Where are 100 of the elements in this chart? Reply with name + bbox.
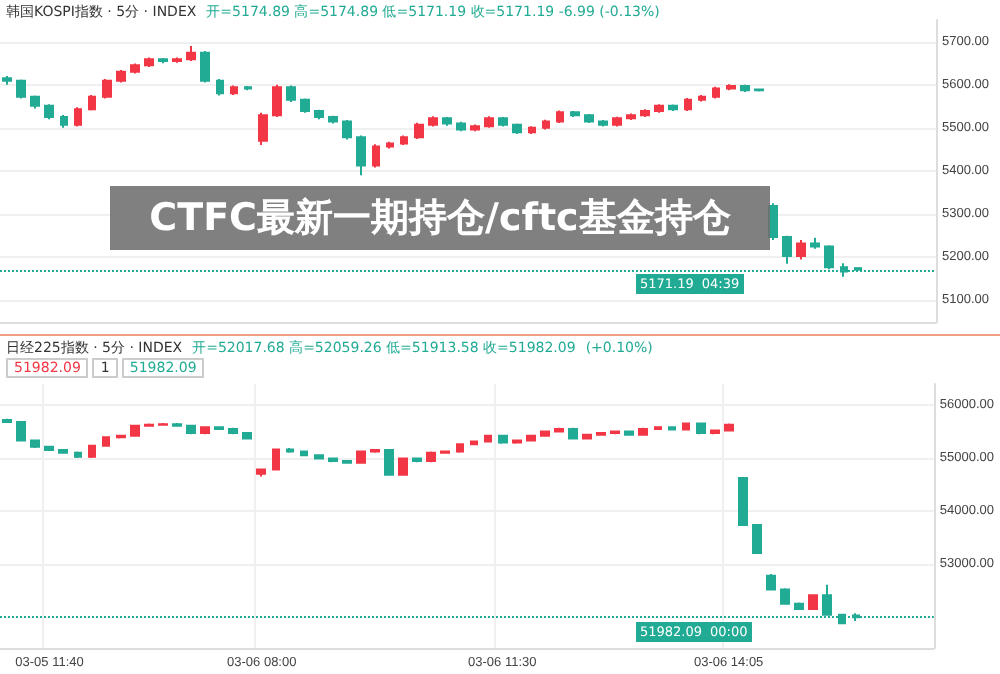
candlestick — [88, 443, 96, 459]
candlestick — [258, 111, 268, 147]
candlestick — [638, 426, 648, 437]
candlestick — [314, 108, 324, 121]
candlestick — [144, 422, 154, 428]
candlestick — [216, 78, 224, 97]
candlestick — [356, 134, 366, 177]
candlestick — [44, 444, 54, 453]
candlestick — [740, 83, 750, 94]
candlestick — [400, 134, 408, 147]
candlestick — [200, 425, 210, 436]
candlestick — [668, 425, 676, 432]
candlestick — [698, 94, 706, 103]
candlestick — [754, 87, 764, 93]
candlestick — [570, 110, 580, 119]
candlestick — [684, 97, 692, 113]
candlestick — [612, 115, 622, 128]
candlestick — [470, 439, 478, 447]
candlestick — [300, 449, 308, 458]
candlestick — [766, 573, 776, 592]
candlestick — [130, 423, 140, 438]
candlestick — [398, 456, 408, 477]
candlestick — [342, 459, 352, 465]
candlestick — [230, 84, 238, 97]
candlestick — [556, 109, 564, 125]
candlestick — [412, 456, 422, 464]
candlestick — [598, 119, 608, 128]
candlestick — [356, 449, 366, 465]
candlestick — [256, 467, 266, 478]
candlestick — [286, 446, 294, 454]
candlestick — [442, 116, 452, 127]
candlestick — [342, 119, 352, 141]
candlestick — [624, 429, 634, 437]
candlestick — [172, 422, 182, 428]
candlestick — [484, 115, 494, 129]
candlestick — [440, 449, 450, 455]
candlestick — [428, 115, 438, 128]
candlestick — [58, 447, 68, 455]
candlestick — [2, 75, 12, 86]
candlestick — [568, 426, 578, 441]
candlestick — [654, 103, 664, 114]
candlestick — [102, 78, 112, 100]
candlestick — [186, 44, 196, 62]
candlestick — [498, 116, 508, 128]
candlestick — [272, 447, 280, 472]
candlestick — [102, 435, 110, 448]
candlestick — [726, 83, 736, 92]
candlestick — [144, 56, 154, 69]
candlestick — [74, 450, 82, 459]
candlestick — [712, 85, 720, 100]
candlestick — [554, 426, 564, 434]
candlestick — [810, 236, 820, 250]
candlestick — [456, 120, 466, 133]
candlestick — [512, 438, 522, 445]
candlestick — [596, 431, 606, 437]
candlestick — [668, 103, 678, 113]
candlestick — [414, 121, 424, 141]
candlestick — [724, 422, 734, 433]
candlestick — [682, 421, 690, 432]
candlestick — [696, 421, 706, 436]
candlestick — [610, 429, 620, 436]
candlestick — [796, 239, 806, 261]
candlestick — [512, 122, 522, 135]
candlestick — [370, 447, 380, 454]
candlestick — [384, 447, 394, 477]
candlestick — [386, 140, 394, 150]
candlestick — [456, 442, 464, 454]
text: CTFC最新一期持仓/cftc基金持仓 — [110, 186, 770, 250]
candlestick — [372, 143, 380, 169]
candlestick — [130, 62, 140, 75]
candlestick — [60, 113, 68, 129]
candlestick — [186, 423, 196, 436]
candlestick — [426, 450, 436, 464]
candlestick — [640, 108, 650, 119]
candlestick — [710, 428, 720, 436]
candlestick — [214, 425, 224, 431]
candlestick — [314, 453, 324, 461]
candlestick — [584, 113, 594, 125]
candlestick — [626, 112, 636, 122]
candlestick — [654, 425, 662, 431]
candlestick — [498, 433, 508, 445]
candlestick — [752, 522, 762, 556]
candlestick — [540, 429, 550, 438]
candlestick — [30, 438, 40, 449]
candlestick — [808, 593, 818, 611]
candlestick — [782, 234, 792, 265]
candlestick — [780, 587, 790, 606]
candlestick — [484, 433, 492, 444]
candlestick — [470, 123, 480, 133]
candlestick — [328, 114, 338, 125]
candlestick — [794, 601, 804, 611]
candlestick — [88, 94, 96, 112]
candlestick — [30, 94, 40, 110]
candlestick — [228, 426, 238, 436]
candlestick — [582, 432, 592, 441]
candlestick — [528, 125, 536, 135]
candlestick — [74, 106, 82, 128]
candlestick — [272, 83, 282, 119]
candlestick — [542, 118, 550, 131]
candlestick — [200, 50, 210, 84]
